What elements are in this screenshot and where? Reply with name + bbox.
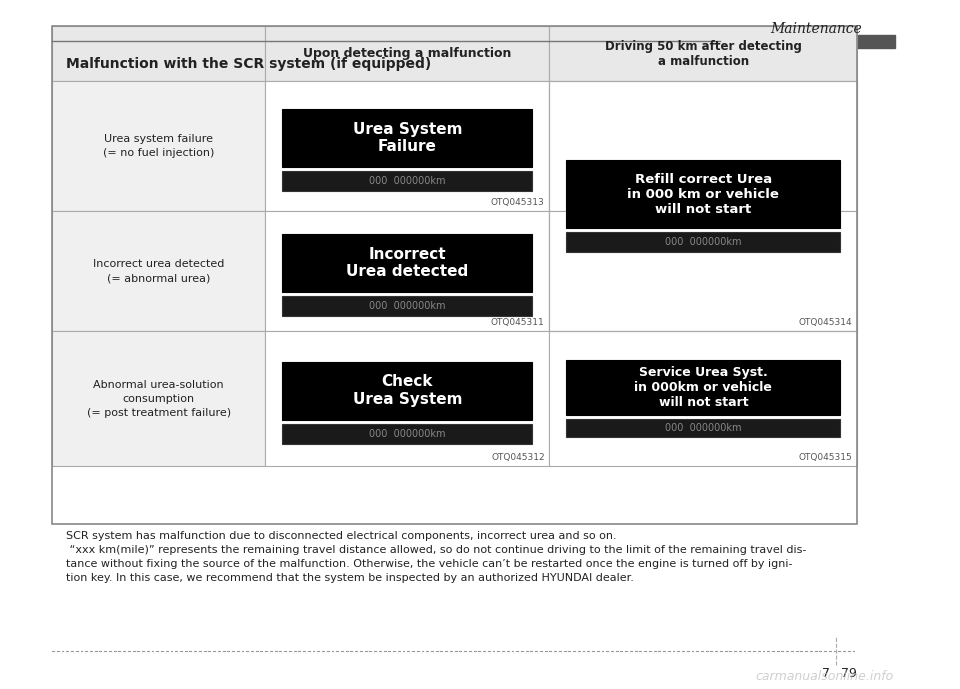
Text: 000  000000km: 000 000000km bbox=[665, 237, 741, 247]
Text: OTQ045311: OTQ045311 bbox=[491, 318, 544, 327]
Text: Driving 50 km after detecting
a malfunction: Driving 50 km after detecting a malfunct… bbox=[605, 39, 802, 68]
Bar bbox=[265, 211, 549, 331]
Text: Malfunction with the SCR system (if equipped): Malfunction with the SCR system (if equi… bbox=[66, 57, 432, 71]
Text: 79: 79 bbox=[841, 667, 857, 680]
Bar bbox=[52, 26, 265, 81]
Bar bbox=[52, 211, 265, 331]
Bar bbox=[282, 424, 533, 444]
Bar bbox=[549, 81, 857, 331]
Text: OTQ045312: OTQ045312 bbox=[492, 453, 544, 462]
Text: Urea system failure
(= no fuel injection): Urea system failure (= no fuel injection… bbox=[103, 134, 214, 158]
Text: carmanualsonline.info: carmanualsonline.info bbox=[755, 670, 893, 683]
Text: Incorrect
Urea detected: Incorrect Urea detected bbox=[347, 247, 468, 279]
Bar bbox=[549, 81, 857, 211]
Text: Incorrect urea detected
(= abnormal urea): Incorrect urea detected (= abnormal urea… bbox=[93, 259, 225, 283]
Bar bbox=[549, 211, 857, 331]
Bar bbox=[566, 419, 840, 437]
Bar bbox=[566, 160, 840, 228]
Bar bbox=[282, 296, 533, 316]
Bar bbox=[566, 232, 840, 252]
Text: SCR system has malfunction due to disconnected electrical components, incorrect : SCR system has malfunction due to discon… bbox=[66, 531, 617, 541]
Bar bbox=[549, 26, 857, 81]
Text: 000  000000km: 000 000000km bbox=[369, 176, 445, 186]
Text: Refill correct Urea
in 000 km or vehicle
will not start: Refill correct Urea in 000 km or vehicle… bbox=[628, 172, 780, 216]
Text: Check
Urea System: Check Urea System bbox=[352, 374, 462, 407]
Bar bbox=[282, 171, 533, 191]
Text: Upon detecting a malfunction: Upon detecting a malfunction bbox=[303, 47, 512, 60]
Bar bbox=[52, 26, 857, 524]
Text: 7: 7 bbox=[822, 667, 829, 680]
Bar bbox=[265, 26, 549, 81]
Text: OTQ045315: OTQ045315 bbox=[799, 453, 852, 462]
Bar bbox=[52, 331, 265, 466]
Text: “xxx km(mile)” represents the remaining travel distance allowed, so do not conti: “xxx km(mile)” represents the remaining … bbox=[66, 545, 806, 583]
Text: Abnormal urea-solution
consumption
(= post treatment failure): Abnormal urea-solution consumption (= po… bbox=[86, 380, 230, 418]
Bar bbox=[549, 331, 857, 466]
Bar bbox=[265, 331, 549, 466]
Text: 000  000000km: 000 000000km bbox=[665, 423, 741, 433]
Text: 000  000000km: 000 000000km bbox=[369, 429, 445, 438]
Bar bbox=[282, 362, 533, 420]
Text: Urea System
Failure: Urea System Failure bbox=[352, 122, 462, 154]
Text: 000  000000km: 000 000000km bbox=[369, 301, 445, 311]
Bar bbox=[720, 35, 895, 48]
Text: OTQ045313: OTQ045313 bbox=[491, 198, 544, 207]
Bar bbox=[265, 81, 549, 211]
Text: Maintenance: Maintenance bbox=[770, 22, 862, 36]
Bar bbox=[566, 360, 840, 415]
Bar bbox=[282, 109, 533, 167]
Text: Service Urea Syst.
in 000km or vehicle
will not start: Service Urea Syst. in 000km or vehicle w… bbox=[635, 366, 772, 409]
Bar bbox=[282, 234, 533, 292]
Text: OTQ045314: OTQ045314 bbox=[799, 318, 852, 327]
Bar bbox=[52, 81, 265, 211]
